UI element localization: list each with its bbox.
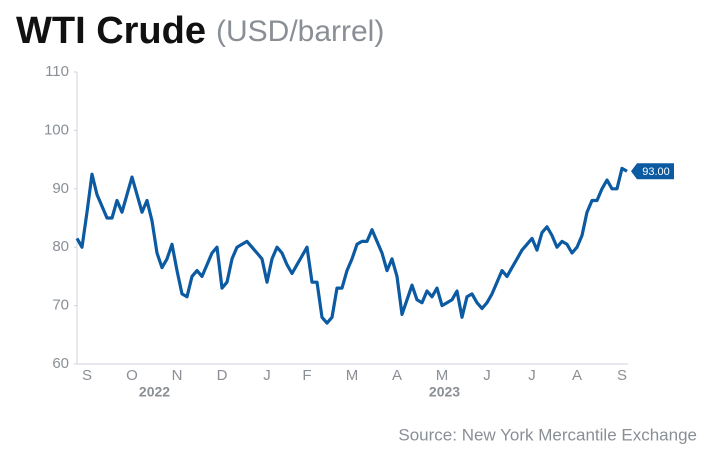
x-tick-label: J: [483, 367, 491, 384]
title: WTI Crude: [16, 10, 206, 52]
y-tick-label: 60: [52, 355, 69, 372]
x-tick-label: S: [617, 367, 627, 384]
source: Source: New York Mercantile Exchange: [398, 425, 697, 444]
x-tick-label: F: [302, 367, 311, 384]
x-tick-label: M: [436, 367, 449, 384]
y-tick-label: 80: [52, 238, 69, 255]
y-tick-label: 70: [52, 297, 69, 314]
chart-title: WTI Crude (USD/barrel): [16, 10, 384, 52]
end-label: 93.00: [642, 166, 670, 178]
x-tick-label: N: [172, 367, 183, 384]
x-group-label: 2023: [429, 384, 460, 400]
x-tick-label: J: [263, 367, 271, 384]
x-group-label: 2022: [139, 384, 170, 400]
y-tick-label: 100: [44, 121, 69, 138]
price-line: [75, 166, 628, 325]
x-tick-label: J: [528, 367, 536, 384]
x-tick-label: D: [217, 367, 228, 384]
end-label-tag: [631, 163, 674, 180]
x-tick-label: A: [572, 367, 582, 384]
y-tick-label: 110: [45, 63, 69, 80]
y-tick-label: 90: [52, 180, 69, 197]
x-tick-label: S: [82, 367, 92, 384]
subtitle: (USD/barrel): [216, 15, 384, 48]
x-tick-label: M: [346, 367, 359, 384]
x-tick-label: A: [392, 367, 402, 384]
x-tick-label: O: [126, 367, 138, 384]
